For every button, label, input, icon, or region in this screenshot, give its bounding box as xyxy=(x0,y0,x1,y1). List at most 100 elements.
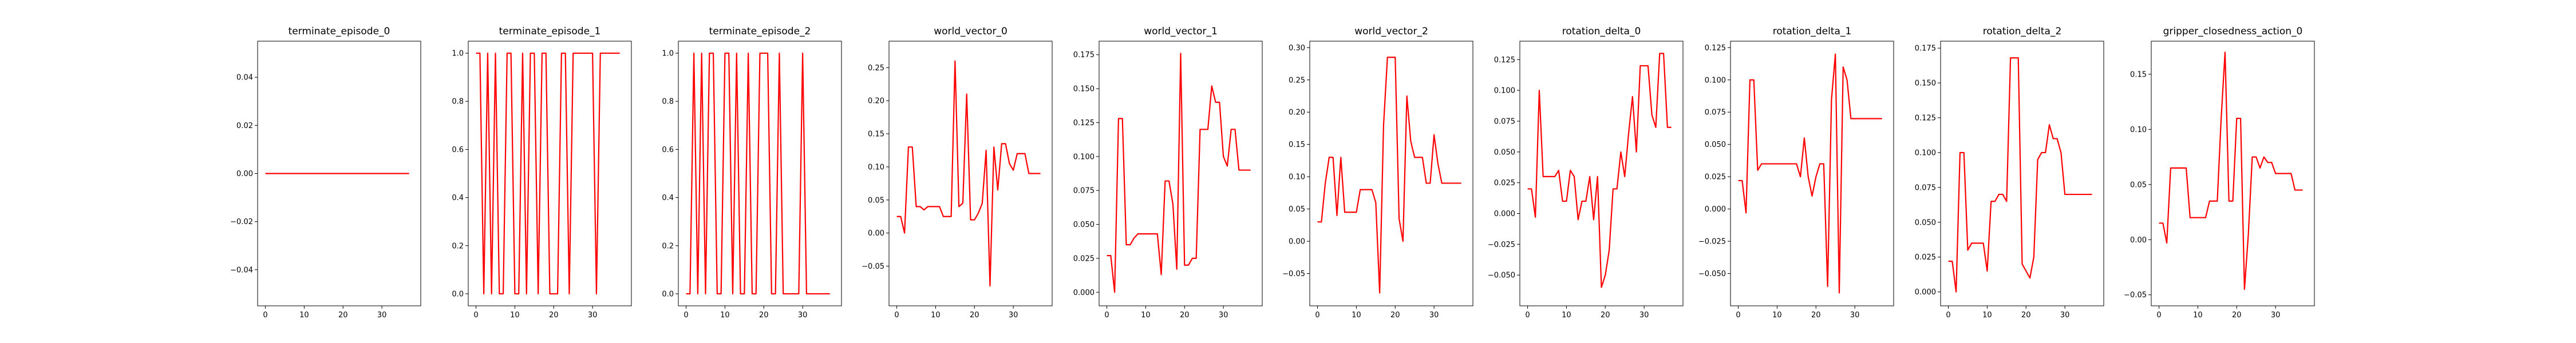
axes-frame xyxy=(2151,41,2315,306)
x-tick-label: 20 xyxy=(338,311,348,320)
x-tick-label: 30 xyxy=(588,311,598,320)
y-tick-label: 0.000 xyxy=(1494,210,1515,218)
y-tick-label: −0.04 xyxy=(230,266,253,274)
y-tick-label: 0.05 xyxy=(2130,181,2147,189)
x-tick-label: 0 xyxy=(1736,311,1740,320)
series-line xyxy=(2159,51,2303,290)
y-tick-label: 0.150 xyxy=(1915,79,1936,88)
x-tick-label: 10 xyxy=(1982,311,1992,320)
y-tick-label: 0.000 xyxy=(1915,288,1936,297)
y-tick-label: 0.025 xyxy=(1705,173,1726,182)
subplot: rotation_delta_2 0.000 0.025 0.050 0.075 0.10… xyxy=(1915,26,2104,320)
y-tick-label: 0.050 xyxy=(1073,221,1095,229)
x-tick-label: 30 xyxy=(1219,311,1228,320)
y-tick-label: −0.050 xyxy=(1488,272,1515,280)
x-tick-label: 10 xyxy=(1562,311,1571,320)
subplot: world_vector_0 −0.05 0.00 0.05 0.10 0.15 0.20 0… xyxy=(862,26,1053,320)
series-line xyxy=(1527,53,1672,288)
subplot-grid: terminate_episode_0−0.04−0.020.000.020.0… xyxy=(230,26,2315,320)
x-tick-label: 20 xyxy=(2232,311,2242,320)
y-tick-label: 0.4 xyxy=(452,194,464,202)
y-tick-label: 0.10 xyxy=(2130,126,2147,134)
y-tick-label: 0.0 xyxy=(662,290,674,298)
y-tick-label: 0.15 xyxy=(868,130,884,139)
x-tick-label: 0 xyxy=(263,311,267,320)
y-tick-label: 0.20 xyxy=(1289,109,1305,117)
y-tick-label: 0.05 xyxy=(868,196,884,205)
x-tick-label: 0 xyxy=(1525,311,1530,320)
y-tick-label: 0.050 xyxy=(1915,218,1936,227)
y-tick-label: 0.050 xyxy=(1705,141,1726,149)
x-tick-label: 0 xyxy=(2156,311,2161,320)
y-tick-label: 1.0 xyxy=(452,50,464,58)
y-tick-label: 0.6 xyxy=(662,146,674,154)
y-tick-label: 0.04 xyxy=(236,74,253,82)
y-tick-label: 0.02 xyxy=(236,122,253,130)
subplot-title: world_vector_1 xyxy=(1144,26,1218,37)
y-tick-label: −0.025 xyxy=(1698,238,1726,246)
subplot: gripper_closedness_action_0 −0.05 0.00 0.05… xyxy=(2124,26,2315,320)
y-tick-label: 0.4 xyxy=(662,194,674,202)
y-tick-label: 0.10 xyxy=(1289,173,1305,182)
y-tick-label: 0.025 xyxy=(1494,179,1515,188)
subplot-title: rotation_delta_0 xyxy=(1562,26,1641,37)
x-tick-label: 30 xyxy=(1429,311,1439,320)
y-tick-label: 0.025 xyxy=(1073,254,1095,263)
y-tick-label: 0.25 xyxy=(868,64,884,73)
y-tick-label: 1.0 xyxy=(662,50,674,58)
y-tick-label: 0.00 xyxy=(868,229,884,238)
y-tick-label: −0.05 xyxy=(1282,270,1305,278)
axes-frame xyxy=(1099,41,1263,306)
subplot: world_vector_2 −0.05 0.00 0.05 0.10 0.15 0.20 0… xyxy=(1282,26,1473,320)
y-tick-label: 0.100 xyxy=(1073,153,1095,161)
y-tick-label: 0.075 xyxy=(1494,117,1515,126)
subplot-title: gripper_closedness_action_0 xyxy=(2163,26,2303,37)
series-line xyxy=(1107,53,1251,293)
y-tick-label: 0.150 xyxy=(1073,85,1095,94)
x-tick-label: 10 xyxy=(1141,311,1151,320)
series-line xyxy=(686,52,830,295)
axes-frame xyxy=(257,41,421,306)
y-tick-label: 0.125 xyxy=(1494,56,1515,65)
axes-frame xyxy=(678,41,842,306)
subplot-title: rotation_delta_1 xyxy=(1773,26,1852,37)
subplot-title: world_vector_2 xyxy=(1354,26,1428,37)
y-tick-label: 0.075 xyxy=(1915,184,1936,192)
y-tick-label: 0.075 xyxy=(1073,187,1095,196)
x-tick-label: 20 xyxy=(1180,311,1190,320)
y-tick-label: 0.30 xyxy=(1289,44,1305,53)
subplot-title: terminate_episode_1 xyxy=(499,26,601,37)
x-tick-label: 10 xyxy=(931,311,941,320)
x-tick-label: 30 xyxy=(2060,311,2070,320)
x-tick-label: 10 xyxy=(720,311,730,320)
x-tick-label: 30 xyxy=(1009,311,1018,320)
subplot: terminate_episode_0 −0.04 −0.02 0.00 0.02 0.0… xyxy=(230,26,421,320)
axes-frame xyxy=(468,41,632,306)
y-tick-label: 0.125 xyxy=(1073,119,1095,127)
axes-frame xyxy=(888,41,1053,306)
y-tick-label: 0.175 xyxy=(1073,51,1095,59)
y-tick-label: 0.8 xyxy=(452,98,464,106)
y-tick-label: 0.175 xyxy=(1915,45,1936,53)
y-tick-label: 0.100 xyxy=(1494,87,1515,95)
subplot: rotation_delta_0 −0.050 −0.025 0.000 0.025 0.… xyxy=(1488,26,1684,320)
y-tick-label: 0.050 xyxy=(1494,148,1515,157)
axes-frame xyxy=(1730,41,1894,306)
x-tick-label: 0 xyxy=(1104,311,1109,320)
y-tick-label: 0.15 xyxy=(2130,70,2147,79)
series-line xyxy=(1738,53,1882,294)
series-line xyxy=(1948,57,2092,293)
y-tick-label: 0.100 xyxy=(1705,76,1726,85)
axes-frame xyxy=(1940,41,2104,306)
y-tick-label: 0.10 xyxy=(868,163,884,172)
y-tick-label: 0.00 xyxy=(2130,236,2147,245)
x-tick-label: 10 xyxy=(2193,311,2203,320)
x-tick-label: 20 xyxy=(759,311,769,320)
x-tick-label: 20 xyxy=(2021,311,2031,320)
x-tick-label: 30 xyxy=(2271,311,2281,320)
x-tick-label: 0 xyxy=(894,311,899,320)
y-tick-label: 0.125 xyxy=(1705,44,1726,53)
x-tick-label: 20 xyxy=(1390,311,1400,320)
y-tick-label: 0.025 xyxy=(1915,253,1936,262)
